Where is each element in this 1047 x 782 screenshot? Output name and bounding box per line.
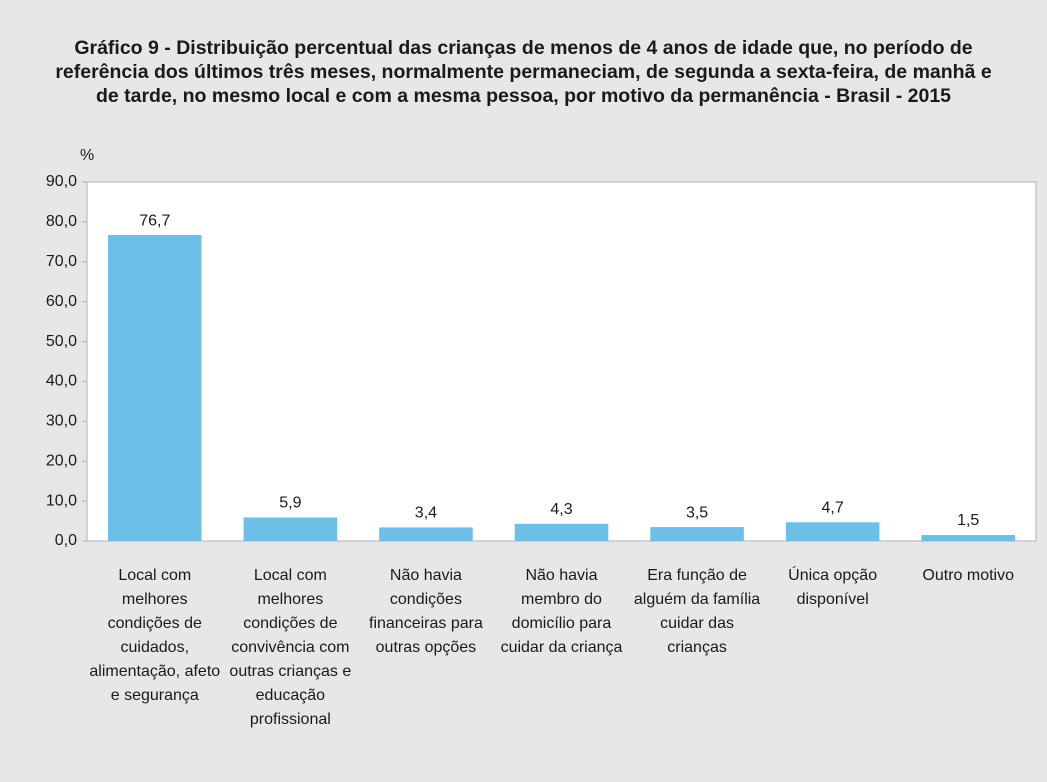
bar <box>785 522 880 541</box>
y-tick-label: 90,0 <box>46 173 77 190</box>
bar <box>514 523 609 541</box>
data-label: 3,4 <box>415 505 437 522</box>
x-tick-label: Única opção disponível <box>788 567 878 608</box>
bar <box>108 235 202 541</box>
y-tick-label: 80,0 <box>46 213 77 230</box>
data-label: 1,5 <box>957 512 979 529</box>
x-tick-label: Local com melhores condições de cuidados… <box>89 567 221 704</box>
x-tick-label: Era função de alguém da família cuidar d… <box>633 567 761 656</box>
data-label: 3,5 <box>686 504 708 521</box>
x-tick-label: Outro motivo <box>922 567 1014 584</box>
data-label: 4,7 <box>822 499 844 516</box>
bar <box>921 535 1015 541</box>
chart-title: Gráfico 9 - Distribuição percentual das … <box>55 37 992 107</box>
y-tick-label: 30,0 <box>46 413 77 430</box>
x-tick-label: Local com melhores condições de convivên… <box>229 567 352 728</box>
data-label: 4,3 <box>550 501 572 518</box>
y-tick-label: 40,0 <box>46 373 77 390</box>
bar <box>379 527 473 541</box>
data-label: 5,9 <box>279 495 301 512</box>
bar <box>243 517 338 541</box>
plot-area <box>86 181 1037 542</box>
y-tick-label: 50,0 <box>46 333 77 350</box>
y-tick-label: 60,0 <box>46 293 77 310</box>
data-label: 76,7 <box>139 212 170 229</box>
y-axis-label: % <box>80 147 94 164</box>
y-tick-label: 10,0 <box>46 492 77 509</box>
y-tick-label: 0,0 <box>55 532 77 549</box>
y-tick-label: 70,0 <box>46 253 77 270</box>
x-tick-label: Não havia membro do domicílio para cuida… <box>500 567 623 656</box>
bar <box>650 527 744 541</box>
x-tick-label: Não havia condições financeiras para out… <box>369 567 483 656</box>
y-tick-label: 20,0 <box>46 452 77 469</box>
